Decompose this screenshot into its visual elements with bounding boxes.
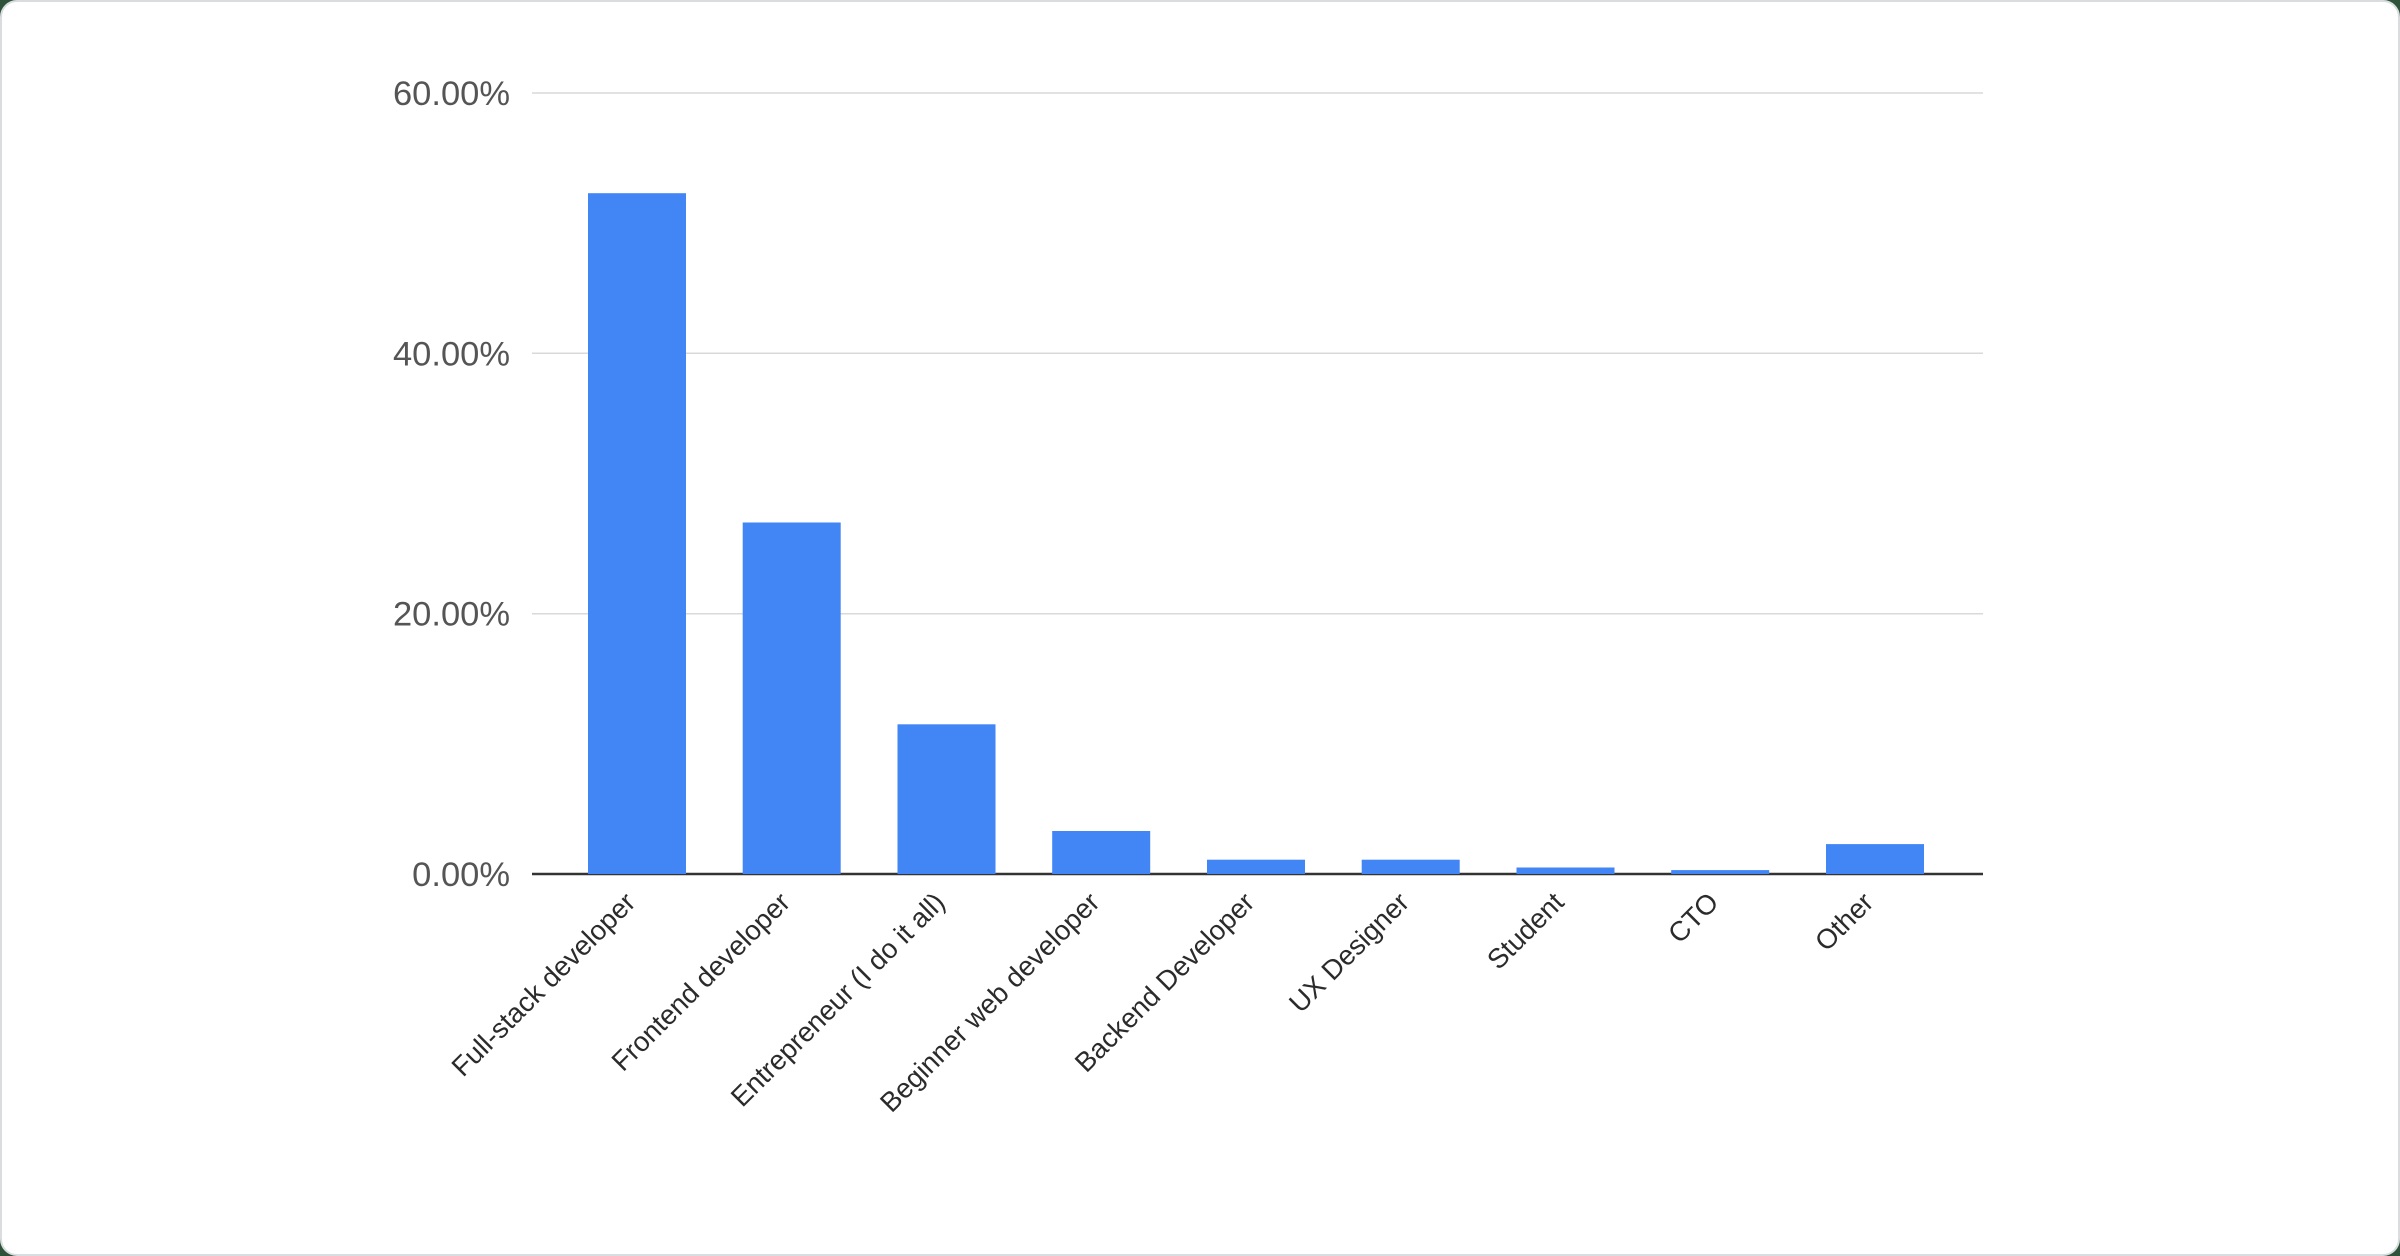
svg-text:0.00%: 0.00%	[412, 856, 510, 894]
svg-text:Student: Student	[1481, 886, 1570, 975]
svg-text:60.00%: 60.00%	[393, 75, 510, 113]
svg-text:Other: Other	[1809, 886, 1880, 957]
svg-text:CTO: CTO	[1662, 886, 1725, 949]
svg-text:20.00%: 20.00%	[393, 596, 510, 634]
svg-text:UX Designer: UX Designer	[1283, 886, 1415, 1018]
svg-text:40.00%: 40.00%	[393, 335, 510, 373]
